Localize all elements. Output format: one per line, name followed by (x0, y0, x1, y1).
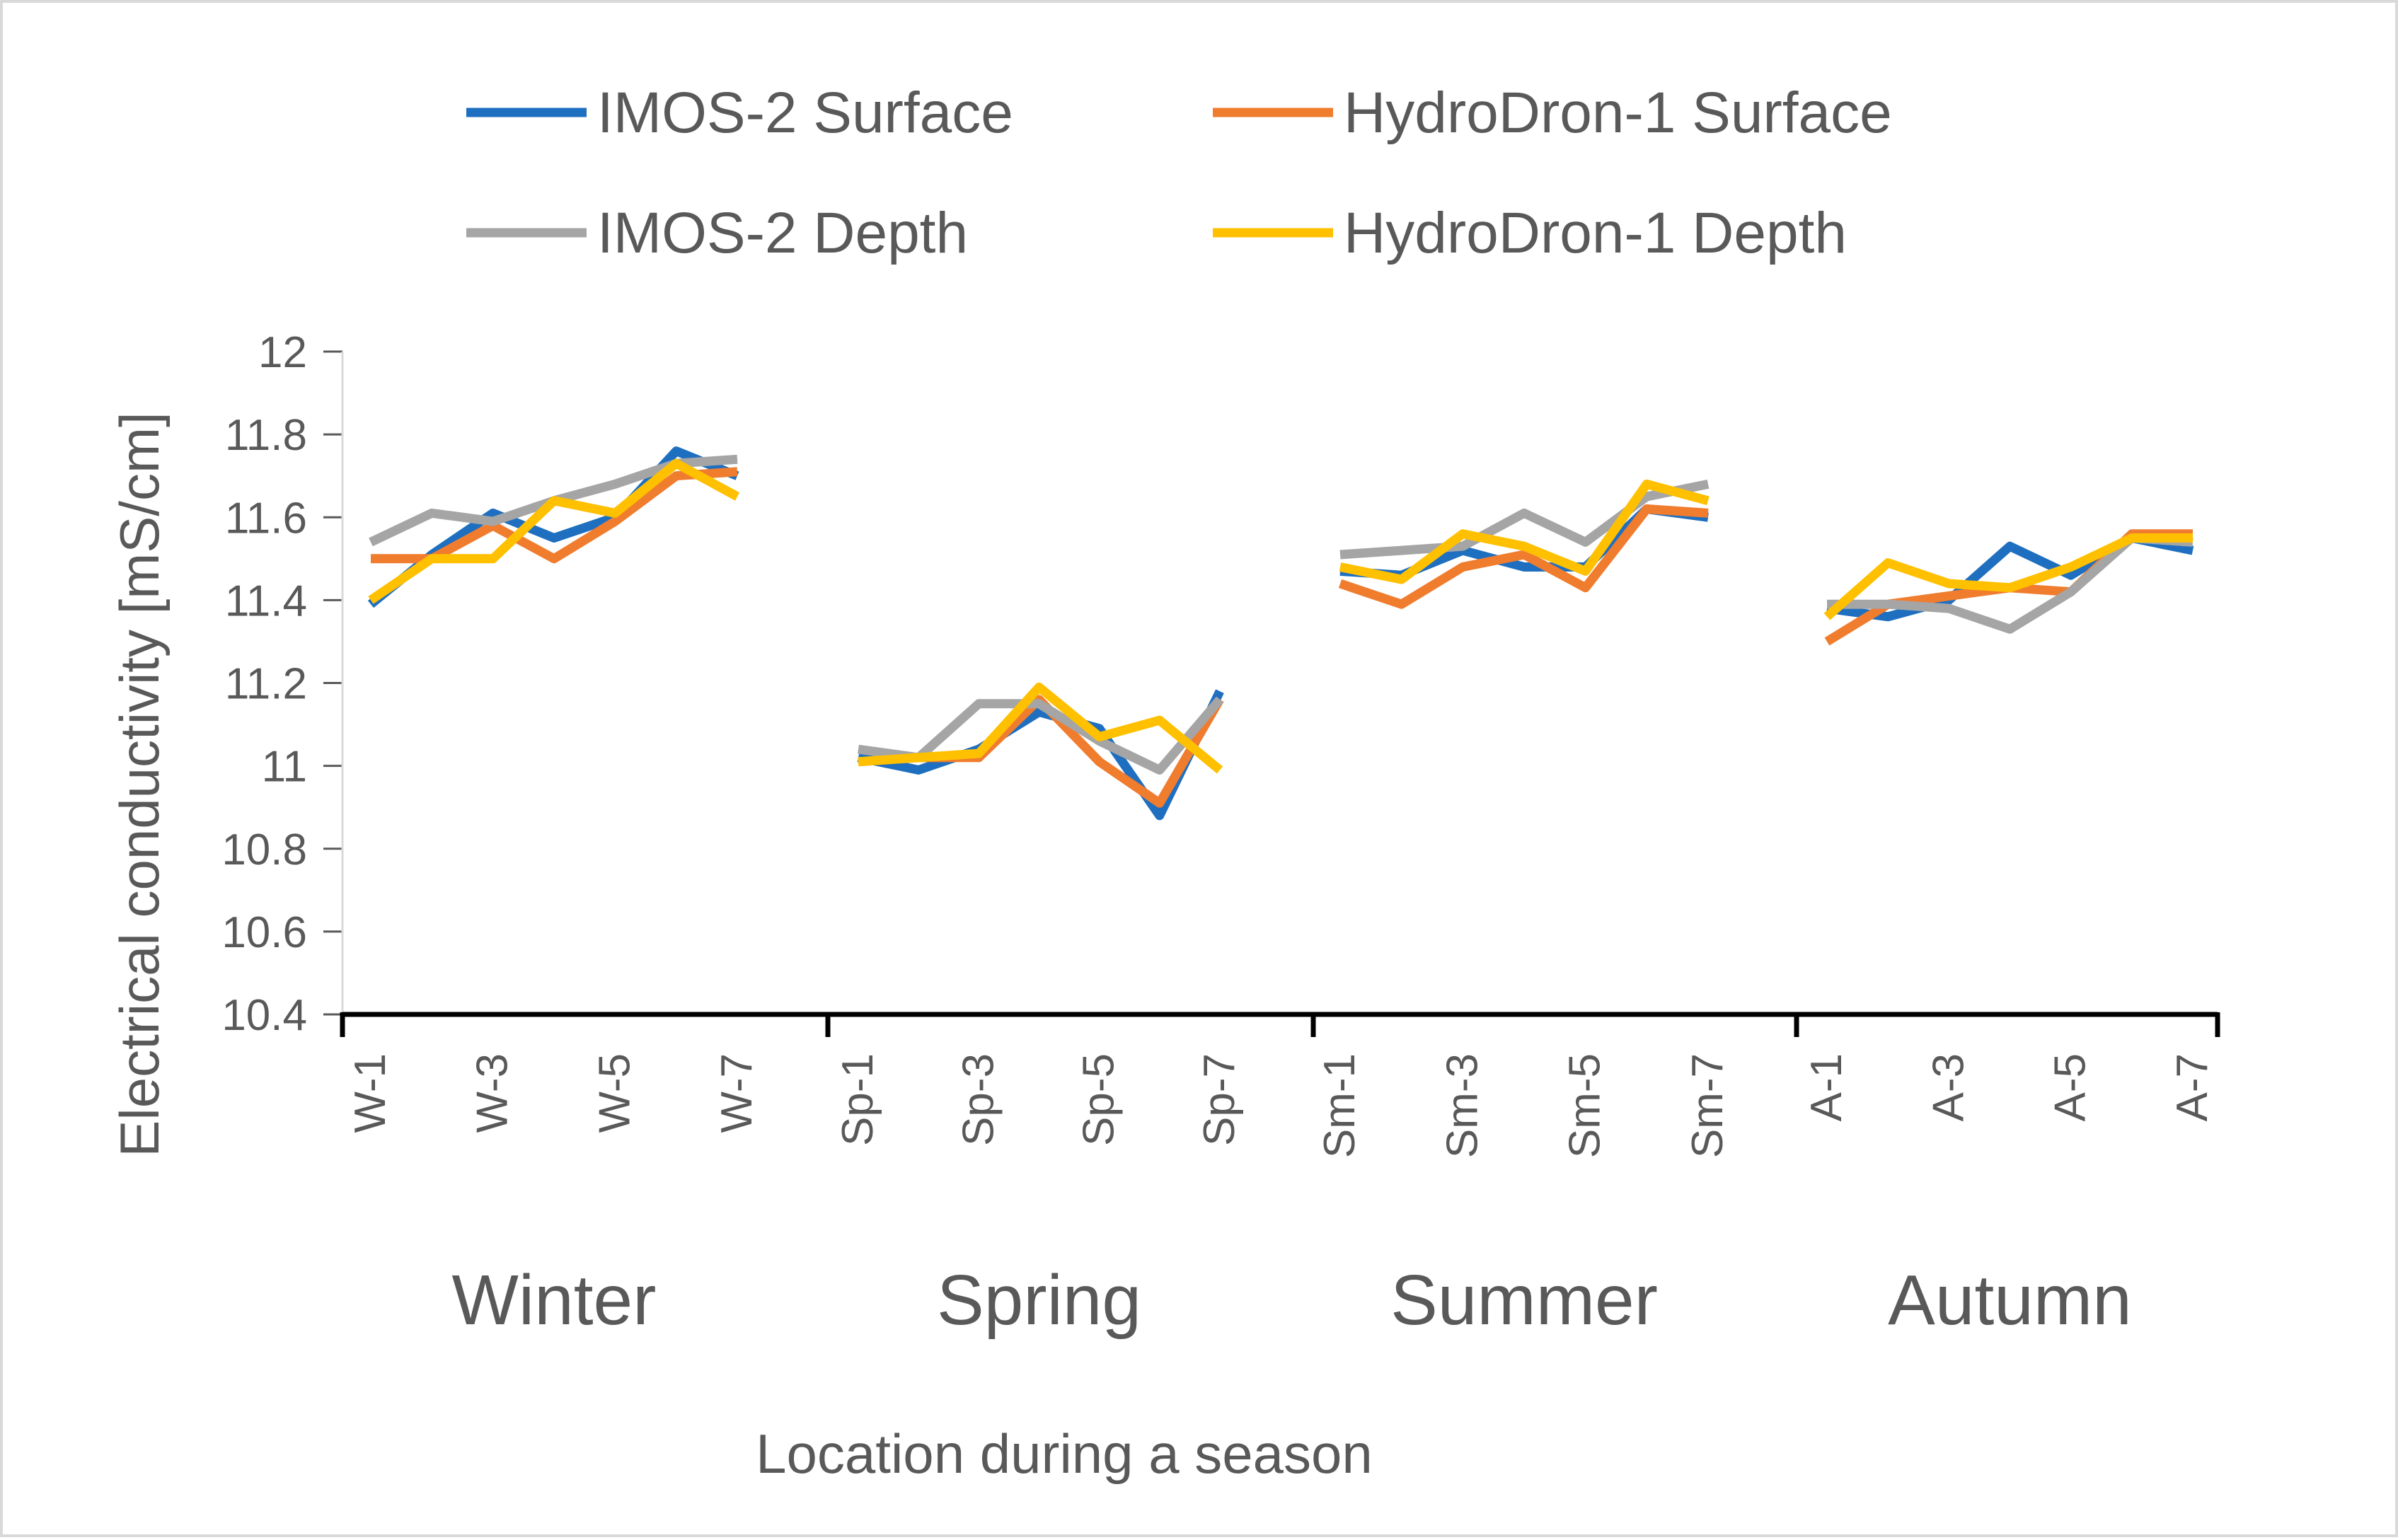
x-tick-label: Sm-1 (1315, 1053, 1364, 1158)
series-line-segment (858, 682, 1223, 774)
y-axis: 10.4 10.6 10.8 11 11.2 11.4 11.6 11.8 12 (221, 328, 344, 1040)
legend-label: HydroDron-1 Depth (1344, 201, 1847, 265)
x-group-label: Winter (452, 1261, 657, 1340)
y-tick-label: 11 (262, 743, 307, 792)
x-group-label: Summer (1390, 1261, 1658, 1340)
x-tick-label: Sp-5 (1075, 1053, 1124, 1146)
y-tick-label: 11.4 (225, 577, 307, 625)
x-tick-label: Sp-1 (834, 1053, 882, 1146)
x-tick-label: A-1 (1802, 1053, 1851, 1121)
x-tick-label: W-7 (713, 1053, 761, 1133)
y-tick-label: 10.8 (221, 826, 307, 874)
legend-label: IMOS-2 Depth (597, 201, 968, 265)
x-tick-label: Sm-7 (1683, 1053, 1732, 1158)
y-tick-label: 10.4 (221, 991, 307, 1040)
y-tick-label: 10.6 (221, 908, 307, 957)
x-tick-label: W-3 (468, 1053, 517, 1133)
y-tick-label: 11.6 (225, 494, 307, 543)
series-imos-2-surface (367, 446, 2194, 821)
series-line-segment (857, 689, 1224, 821)
series-imos-2-depth (369, 454, 2194, 775)
x-group-label: Spring (937, 1261, 1141, 1340)
x-tick-label: Sm-5 (1561, 1053, 1610, 1158)
y-tick-label: 11.2 (225, 660, 307, 709)
legend: IMOS-2 Surface HydroDron-1 Surface IMOS-2 … (466, 81, 1892, 265)
x-tick-label: A-5 (2046, 1053, 2095, 1121)
x-tick-label: A-7 (2168, 1053, 2217, 1121)
x-axis-title: Location during a season (756, 1423, 1373, 1485)
x-tick-label: A-3 (1924, 1053, 1973, 1121)
x-tick-label: W-5 (590, 1053, 639, 1133)
chart: IMOS-2 Surface HydroDron-1 Surface IMOS-2 … (108, 81, 2220, 1485)
series-line-segment (1338, 504, 1709, 609)
series-line-segment (1339, 480, 1710, 560)
x-group-label: Autumn (1888, 1261, 2132, 1340)
x-tick-label: Sp-3 (954, 1053, 1003, 1146)
series-hydrodron-1-surface (371, 467, 2193, 808)
series-line-segment (1339, 479, 1710, 584)
y-tick-label: 12 (258, 328, 307, 377)
x-axis: W-1 W-3 W-5 W-7 Winter Sp-1 Sp-3 Sp-5 Sp-7 Spring… (340, 1012, 2220, 1340)
series-hydrodron-1-depth (368, 458, 2193, 774)
legend-label: HydroDron-1 Surface (1344, 81, 1892, 145)
legend-label: IMOS-2 Surface (597, 81, 1013, 145)
series-layer (367, 446, 2194, 821)
y-axis-title: Electrical conductivity [mS/cm] (108, 412, 171, 1157)
x-tick-label: Sm-3 (1438, 1053, 1487, 1158)
y-tick-label: 11.8 (225, 411, 307, 460)
x-tick-label: W-1 (346, 1053, 395, 1133)
x-tick-label: Sp-7 (1195, 1053, 1244, 1146)
series-line-segment (368, 458, 740, 604)
series-line-segment (1823, 533, 2193, 620)
